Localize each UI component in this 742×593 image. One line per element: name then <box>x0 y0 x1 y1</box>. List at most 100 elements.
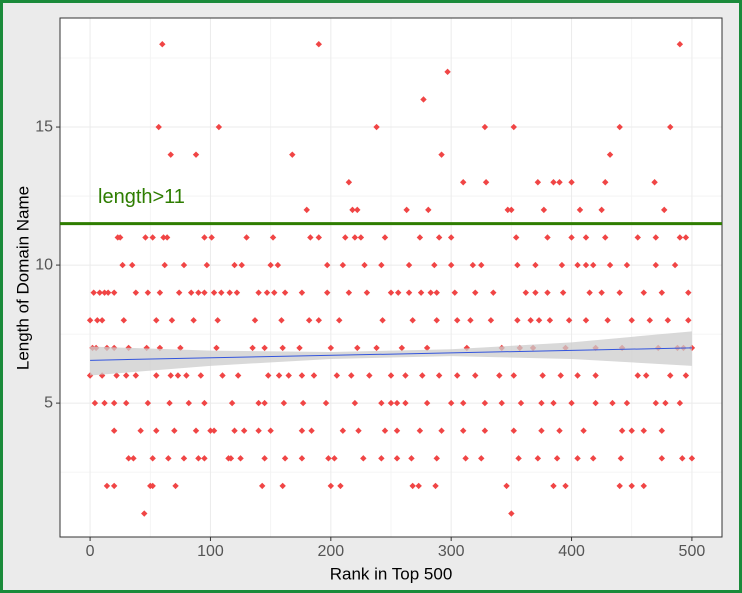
point <box>447 261 455 269</box>
point <box>582 261 590 269</box>
point <box>658 427 666 434</box>
point <box>165 455 172 462</box>
point <box>646 317 653 324</box>
point <box>503 482 510 490</box>
point <box>201 455 208 462</box>
point <box>676 399 684 407</box>
point <box>679 455 686 462</box>
point <box>190 317 197 324</box>
point <box>574 261 581 269</box>
point <box>153 317 160 324</box>
point <box>110 482 118 490</box>
point <box>378 399 385 407</box>
point <box>280 399 288 407</box>
point <box>408 455 415 462</box>
point <box>203 261 211 269</box>
point <box>285 372 292 379</box>
point <box>101 399 108 407</box>
point <box>398 344 406 352</box>
point <box>423 344 431 352</box>
point <box>550 179 557 186</box>
point <box>609 399 616 407</box>
point <box>255 427 262 434</box>
point <box>381 427 389 434</box>
point <box>142 234 149 241</box>
point <box>409 482 416 490</box>
y-tick-label: 10 <box>35 256 53 273</box>
point <box>420 96 427 103</box>
point <box>469 261 477 269</box>
point <box>331 455 338 462</box>
point <box>149 482 156 490</box>
point <box>234 372 242 379</box>
point <box>208 234 215 241</box>
point <box>640 482 647 490</box>
point <box>662 399 669 407</box>
point <box>402 372 409 379</box>
point <box>512 234 520 241</box>
point <box>598 206 605 214</box>
point <box>623 399 631 407</box>
point <box>606 151 614 158</box>
point <box>267 261 274 269</box>
point <box>251 317 259 324</box>
point <box>498 399 505 407</box>
point <box>153 372 160 379</box>
point <box>298 372 306 379</box>
point <box>156 289 164 296</box>
point <box>688 455 696 462</box>
point <box>472 289 479 296</box>
point <box>510 372 517 379</box>
point <box>658 455 666 462</box>
point <box>149 455 156 462</box>
point <box>532 261 539 269</box>
point <box>269 234 277 241</box>
point <box>171 427 178 434</box>
point <box>215 123 223 131</box>
point <box>592 372 599 379</box>
point <box>451 289 458 296</box>
point <box>676 234 684 241</box>
point <box>481 123 489 131</box>
point <box>325 455 332 462</box>
point <box>166 399 173 407</box>
point <box>682 372 690 379</box>
point <box>557 372 564 379</box>
point <box>271 289 278 296</box>
point <box>355 427 362 434</box>
point <box>333 372 341 379</box>
point <box>435 234 443 241</box>
point <box>522 289 530 296</box>
point <box>129 261 136 269</box>
point <box>308 427 315 434</box>
point <box>544 234 551 241</box>
point <box>339 261 347 269</box>
point <box>574 455 581 462</box>
point <box>339 427 347 434</box>
point <box>568 234 575 241</box>
point <box>180 455 188 462</box>
point <box>130 455 137 462</box>
point <box>167 151 174 158</box>
point <box>393 427 401 434</box>
point <box>415 482 422 490</box>
point <box>427 289 434 296</box>
point <box>233 289 241 296</box>
point <box>496 372 503 379</box>
point <box>281 289 289 296</box>
point <box>201 289 208 296</box>
point <box>527 317 534 324</box>
point <box>361 261 368 269</box>
point <box>172 482 179 490</box>
point <box>357 234 365 241</box>
point <box>315 41 322 48</box>
point <box>642 372 650 379</box>
point <box>226 289 233 296</box>
point <box>180 261 188 269</box>
point <box>652 261 659 269</box>
point <box>510 427 517 434</box>
point <box>207 427 214 434</box>
point <box>556 427 563 434</box>
point <box>628 482 635 490</box>
